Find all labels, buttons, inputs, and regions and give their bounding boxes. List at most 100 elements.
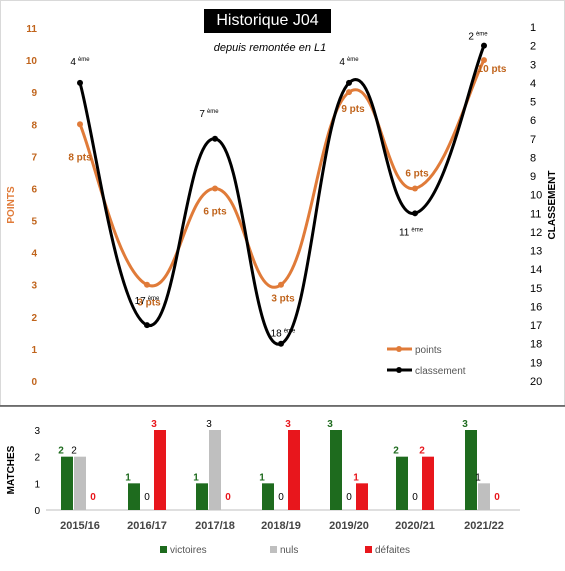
y2-tick-label: 6 (530, 115, 536, 127)
nuls-data-label: 0 (278, 492, 284, 503)
classement-data-label: 4 ème (339, 57, 359, 68)
bar-y-tick-label: 1 (34, 479, 40, 490)
x-tick-label: 2020/21 (395, 520, 435, 532)
points-marker (481, 57, 487, 64)
y-tick-label: 4 (31, 249, 37, 260)
points-marker (412, 185, 418, 192)
x-tick-label: 2015/16 (60, 520, 100, 532)
x-tick-label: 2018/19 (261, 520, 301, 532)
nuls-data-label: 1 (475, 472, 481, 483)
y2-tick-label: 17 (530, 320, 542, 332)
y2-tick-label: 14 (530, 264, 542, 276)
points-data-label: 3 pts (271, 294, 295, 305)
legend-victoires-label: victoires (170, 545, 207, 556)
y-tick-label: 2 (31, 313, 37, 324)
legend-points-label: points (415, 345, 442, 356)
legend-défaites-label: défaites (375, 545, 410, 556)
victoires-bar (465, 430, 477, 510)
défaites-bar (154, 430, 166, 510)
y2-tick-label: 5 (530, 97, 536, 109)
points-data-label: 6 pts (405, 168, 429, 179)
nuls-data-label: 0 (144, 492, 150, 503)
classement-data-label: 11 ème (399, 227, 424, 238)
victoires-data-label: 2 (58, 446, 64, 457)
y-tick-label: 11 (26, 24, 37, 35)
classement-marker (278, 340, 284, 347)
classement-marker (412, 210, 418, 217)
y2-tick-label: 4 (530, 78, 536, 90)
défaites-data-label: 3 (151, 419, 157, 430)
classement-marker (144, 322, 150, 329)
x-tick-label: 2017/18 (195, 520, 235, 532)
défaites-bar (356, 483, 368, 510)
y2-tick-label: 3 (530, 59, 536, 71)
bar-y-tick-label: 3 (34, 426, 40, 437)
legend-défaites-swatch (365, 546, 372, 553)
y2-tick-label: 16 (530, 301, 542, 313)
victoires-bar (196, 483, 208, 510)
points-marker (212, 185, 218, 192)
points-data-label: 9 pts (341, 104, 365, 115)
x-tick-label: 2021/22 (464, 520, 504, 532)
y-tick-label: 8 (31, 120, 37, 131)
classement-data-label: 18 ème (271, 329, 296, 340)
défaites-data-label: 3 (285, 419, 291, 430)
défaites-bar (422, 456, 434, 510)
y-tick-label: 3 (31, 281, 37, 292)
chart-title: Historique J04 (204, 9, 331, 33)
classement-marker (77, 79, 83, 86)
points-data-label: 6 pts (203, 206, 227, 217)
victoires-data-label: 1 (193, 472, 199, 483)
nuls-data-label: 2 (71, 446, 77, 457)
victoires-bar (262, 483, 274, 510)
y-tick-label: 9 (31, 88, 37, 99)
y2-tick-label: 19 (530, 357, 542, 369)
legend-nuls-swatch (270, 546, 277, 553)
victoires-data-label: 3 (462, 419, 468, 430)
victoires-data-label: 1 (259, 472, 265, 483)
y2-tick-label: 2 (530, 41, 536, 53)
y2-tick-label: 1 (530, 22, 536, 34)
victoires-data-label: 2 (393, 446, 399, 457)
y2-tick-label: 11 (530, 208, 541, 220)
nuls-bar (478, 483, 490, 510)
points-data-label: 10 pts (478, 64, 507, 75)
bar-y-tick-label: 0 (34, 506, 40, 517)
y-tick-label: 0 (31, 377, 37, 388)
points-marker (77, 121, 83, 128)
y2-axis-title: CLASSEMENT (547, 171, 558, 240)
legend-classement-label: classement (415, 366, 466, 377)
bar-y-tick-label: 2 (34, 453, 40, 464)
y-axis-title: POINTS (6, 186, 17, 224)
défaites-data-label: 0 (90, 492, 96, 503)
classement-data-label: 2 ème (468, 32, 488, 43)
victoires-data-label: 1 (125, 472, 131, 483)
bar-y-axis-title: MATCHES (6, 445, 17, 494)
victoires-bar (396, 456, 408, 510)
y2-tick-label: 7 (530, 134, 536, 146)
x-tick-label: 2019/20 (329, 520, 369, 532)
défaites-data-label: 0 (225, 492, 231, 503)
victoires-bar (61, 456, 73, 510)
points-marker (346, 89, 352, 96)
victoires-data-label: 3 (327, 419, 333, 430)
y2-tick-label: 10 (530, 190, 542, 202)
chart-subtitle: depuis remontée en L1 (213, 42, 327, 54)
défaites-data-label: 1 (353, 472, 359, 483)
nuls-bar (209, 430, 221, 510)
y2-tick-label: 12 (530, 227, 542, 239)
nuls-data-label: 0 (346, 492, 352, 503)
y-tick-label: 7 (31, 152, 37, 163)
victoires-bar (128, 483, 140, 510)
y-tick-label: 1 (31, 345, 37, 356)
nuls-bar (74, 456, 86, 510)
legend-victoires-swatch (160, 546, 167, 553)
y2-tick-label: 18 (530, 339, 542, 351)
classement-marker (212, 135, 218, 142)
victoires-bar (330, 430, 342, 510)
points-marker (144, 281, 150, 288)
points-data-label: 3 pts (137, 298, 161, 309)
y2-tick-label: 15 (530, 283, 542, 295)
classement-data-label: 7 ème (199, 109, 219, 120)
